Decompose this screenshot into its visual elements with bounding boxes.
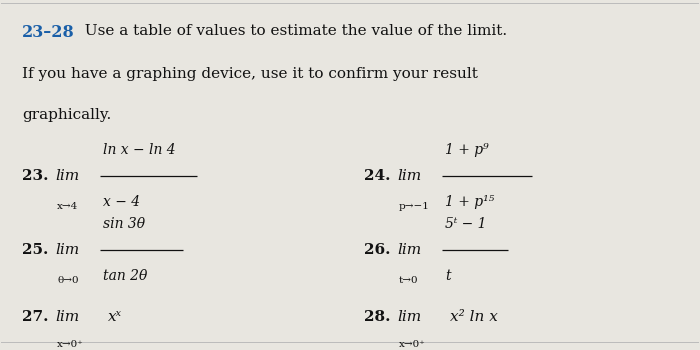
Text: 28.: 28. — [364, 310, 391, 324]
Text: t: t — [444, 268, 450, 282]
Text: If you have a graphing device, use it to confirm your result: If you have a graphing device, use it to… — [22, 66, 478, 80]
Text: 27.: 27. — [22, 310, 49, 324]
Text: lim: lim — [398, 169, 421, 183]
Text: ln x − ln 4: ln x − ln 4 — [103, 144, 176, 158]
Text: sin 3θ: sin 3θ — [103, 217, 146, 231]
Text: x − 4: x − 4 — [103, 195, 140, 209]
Text: 26.: 26. — [364, 243, 391, 257]
Text: 23–28: 23–28 — [22, 24, 75, 41]
Text: x² ln x: x² ln x — [449, 310, 498, 324]
Text: 24.: 24. — [364, 169, 391, 183]
Text: 1 + p⁹: 1 + p⁹ — [444, 144, 489, 158]
Text: t→0: t→0 — [399, 275, 419, 285]
Text: p→−1: p→−1 — [399, 202, 430, 211]
Text: 5ᵗ − 1: 5ᵗ − 1 — [444, 217, 486, 231]
Text: x→0⁺: x→0⁺ — [399, 340, 426, 349]
Text: lim: lim — [56, 310, 80, 324]
Text: graphically.: graphically. — [22, 108, 111, 122]
Text: θ→0: θ→0 — [57, 275, 79, 285]
Text: x→4: x→4 — [57, 202, 78, 211]
Text: lim: lim — [56, 243, 80, 257]
Text: 25.: 25. — [22, 243, 49, 257]
Text: 1 + p¹⁵: 1 + p¹⁵ — [444, 195, 494, 209]
Text: lim: lim — [398, 243, 421, 257]
Text: 23.: 23. — [22, 169, 49, 183]
Text: tan 2θ: tan 2θ — [103, 268, 148, 282]
Text: lim: lim — [56, 169, 80, 183]
Text: Use a table of values to estimate the value of the limit.: Use a table of values to estimate the va… — [75, 24, 507, 38]
Text: xˣ: xˣ — [108, 310, 122, 324]
Text: lim: lim — [398, 310, 421, 324]
Text: x→0⁺: x→0⁺ — [57, 340, 84, 349]
